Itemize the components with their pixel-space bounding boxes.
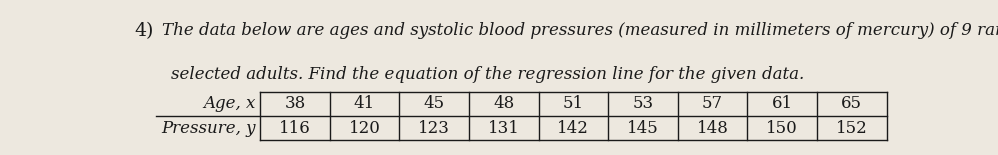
Text: 142: 142: [558, 120, 589, 137]
Text: 131: 131: [488, 120, 520, 137]
Text: 41: 41: [354, 95, 375, 112]
Text: 38: 38: [284, 95, 305, 112]
Text: 53: 53: [633, 95, 654, 112]
Text: 145: 145: [627, 120, 659, 137]
Text: The data below are ages and systolic blood pressures (measured in millimeters of: The data below are ages and systolic blo…: [162, 22, 998, 39]
Text: 123: 123: [418, 120, 450, 137]
Text: 152: 152: [836, 120, 867, 137]
Text: Age, x: Age, x: [203, 95, 255, 112]
Text: 116: 116: [279, 120, 310, 137]
Text: Pressure, y: Pressure, y: [161, 120, 255, 137]
Text: 61: 61: [771, 95, 792, 112]
Text: 48: 48: [493, 95, 514, 112]
Text: 4): 4): [135, 22, 154, 40]
Text: 120: 120: [348, 120, 380, 137]
Text: 51: 51: [563, 95, 584, 112]
Text: selected adults. Find the equation of the regression line for the given data.: selected adults. Find the equation of th…: [172, 66, 804, 83]
Text: 45: 45: [423, 95, 445, 112]
Text: 65: 65: [841, 95, 862, 112]
Text: 150: 150: [766, 120, 798, 137]
Text: 57: 57: [702, 95, 724, 112]
Text: 148: 148: [697, 120, 729, 137]
